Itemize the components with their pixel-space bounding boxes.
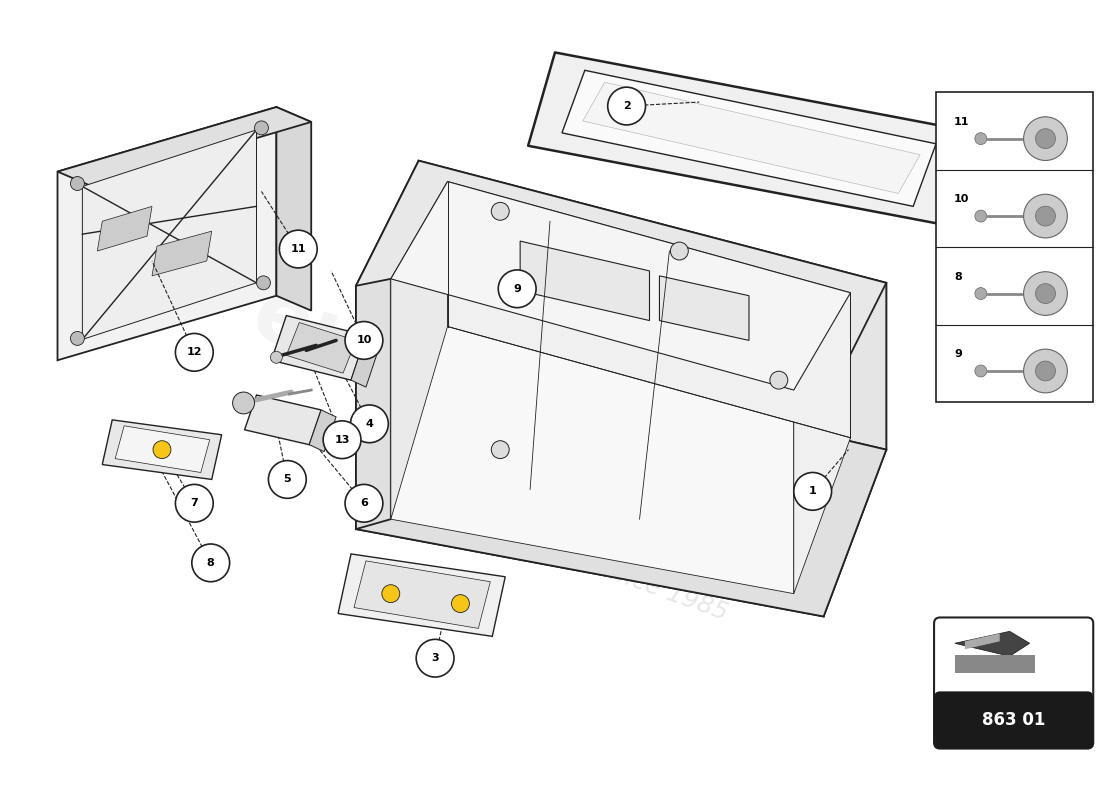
Circle shape xyxy=(1035,284,1055,303)
Polygon shape xyxy=(965,634,1000,650)
Polygon shape xyxy=(448,182,850,438)
Circle shape xyxy=(268,461,306,498)
FancyBboxPatch shape xyxy=(934,691,1093,749)
Text: 1: 1 xyxy=(808,486,816,496)
Circle shape xyxy=(191,544,230,582)
Circle shape xyxy=(351,405,388,442)
Circle shape xyxy=(975,210,987,222)
Polygon shape xyxy=(82,130,256,339)
Circle shape xyxy=(451,594,470,613)
Circle shape xyxy=(175,485,213,522)
Text: a passion for parts since 1985: a passion for parts since 1985 xyxy=(368,473,732,625)
Polygon shape xyxy=(286,322,356,373)
Polygon shape xyxy=(356,161,887,408)
Bar xyxy=(955,655,1034,673)
Polygon shape xyxy=(272,315,366,380)
Circle shape xyxy=(492,202,509,220)
Circle shape xyxy=(232,392,254,414)
Circle shape xyxy=(153,441,170,458)
Circle shape xyxy=(975,287,987,299)
Polygon shape xyxy=(356,279,390,529)
Polygon shape xyxy=(824,283,887,617)
Polygon shape xyxy=(356,286,824,617)
Text: 10: 10 xyxy=(356,335,372,346)
Polygon shape xyxy=(520,241,649,321)
Circle shape xyxy=(382,585,399,602)
Circle shape xyxy=(279,230,317,268)
Polygon shape xyxy=(562,70,936,206)
Circle shape xyxy=(975,365,987,377)
Circle shape xyxy=(770,371,788,389)
Circle shape xyxy=(271,351,283,363)
Polygon shape xyxy=(354,561,491,629)
Circle shape xyxy=(70,331,85,346)
Text: 11: 11 xyxy=(954,117,969,126)
Text: 863 01: 863 01 xyxy=(982,711,1045,729)
Circle shape xyxy=(254,121,268,135)
Text: 9: 9 xyxy=(514,284,521,294)
Text: 10: 10 xyxy=(954,194,969,204)
Circle shape xyxy=(670,242,689,260)
Circle shape xyxy=(975,133,987,145)
Polygon shape xyxy=(528,53,962,223)
Text: 11: 11 xyxy=(290,244,306,254)
Text: 8: 8 xyxy=(954,271,961,282)
Bar xyxy=(940,698,1087,742)
Circle shape xyxy=(1035,361,1055,381)
Circle shape xyxy=(175,334,213,371)
Circle shape xyxy=(498,270,536,308)
Polygon shape xyxy=(955,631,1030,656)
Text: 7: 7 xyxy=(190,498,198,508)
Polygon shape xyxy=(390,182,850,390)
Polygon shape xyxy=(244,395,321,445)
Circle shape xyxy=(345,322,383,359)
Circle shape xyxy=(256,276,271,290)
Circle shape xyxy=(607,87,646,125)
Text: 9: 9 xyxy=(954,349,961,359)
Text: 6: 6 xyxy=(360,498,367,508)
Circle shape xyxy=(492,441,509,458)
Circle shape xyxy=(1024,194,1067,238)
Circle shape xyxy=(1035,206,1055,226)
Polygon shape xyxy=(102,420,222,479)
Polygon shape xyxy=(351,335,381,387)
Polygon shape xyxy=(583,82,920,194)
Text: 2: 2 xyxy=(623,101,630,111)
Polygon shape xyxy=(419,161,887,450)
FancyBboxPatch shape xyxy=(934,618,1093,749)
Polygon shape xyxy=(390,279,794,594)
Polygon shape xyxy=(338,554,505,636)
Circle shape xyxy=(323,421,361,458)
Circle shape xyxy=(345,485,383,522)
Text: 3: 3 xyxy=(431,653,439,663)
Circle shape xyxy=(416,639,454,677)
Polygon shape xyxy=(152,231,211,276)
Text: 8: 8 xyxy=(207,558,215,568)
Text: 13: 13 xyxy=(334,434,350,445)
Circle shape xyxy=(1024,272,1067,315)
Polygon shape xyxy=(57,107,276,360)
Text: 12: 12 xyxy=(187,347,202,358)
Polygon shape xyxy=(356,161,419,529)
Circle shape xyxy=(1024,349,1067,393)
Circle shape xyxy=(70,177,85,190)
Text: 5: 5 xyxy=(284,474,292,485)
Circle shape xyxy=(1024,117,1067,161)
Circle shape xyxy=(794,473,832,510)
Polygon shape xyxy=(116,426,210,473)
Polygon shape xyxy=(97,206,152,251)
Polygon shape xyxy=(390,182,448,519)
Polygon shape xyxy=(794,293,850,594)
Polygon shape xyxy=(309,410,337,452)
Polygon shape xyxy=(276,107,311,310)
Polygon shape xyxy=(57,107,311,186)
Circle shape xyxy=(1035,129,1055,149)
Polygon shape xyxy=(356,341,887,617)
Text: 4: 4 xyxy=(365,419,373,429)
Text: eurocarparts: eurocarparts xyxy=(241,274,859,566)
Polygon shape xyxy=(659,276,749,341)
Bar xyxy=(936,92,1093,402)
